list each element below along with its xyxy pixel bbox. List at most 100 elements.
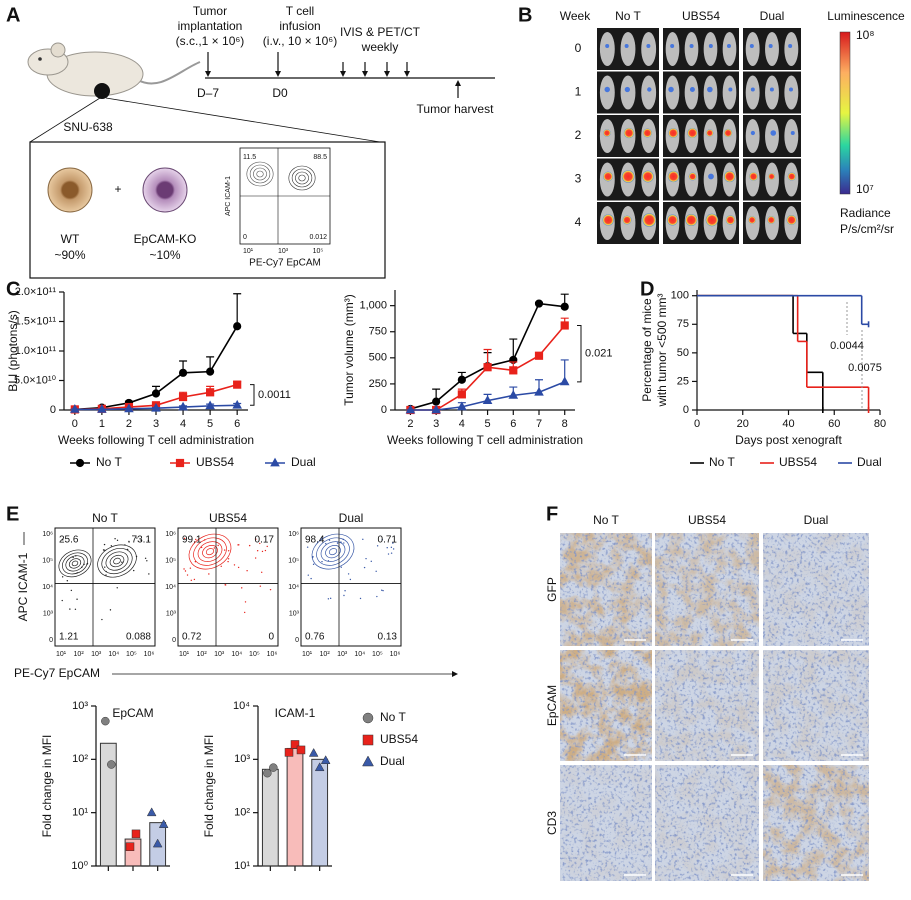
cell-line-label: SNU-638 — [63, 120, 113, 134]
flow-contour — [97, 544, 137, 578]
bioluminescence — [670, 44, 675, 48]
flow-event — [105, 574, 107, 576]
y-tick-label: 1.5×10¹¹ — [15, 315, 57, 327]
x-axis-label: Days post xenograft — [735, 433, 842, 447]
flow-contour — [205, 548, 215, 556]
flow-event — [86, 562, 89, 565]
flow-event — [381, 539, 384, 541]
flow-event — [327, 598, 330, 600]
cell-box — [29, 141, 386, 279]
x-tick-label: 6 — [234, 418, 240, 430]
y-tick-label: 1.0×10¹¹ — [15, 345, 57, 357]
x-tick-label: 5 — [207, 418, 213, 430]
colorbar-unit: P/s/cm²/sr — [840, 222, 894, 236]
panel-label: C — [6, 278, 20, 300]
flow-event — [266, 545, 268, 548]
y-tick-label: 0 — [381, 404, 387, 416]
flow-event — [224, 584, 226, 586]
bioluminescence — [621, 170, 635, 183]
x-tick-label: 3 — [153, 418, 159, 430]
mouse-photo — [765, 32, 779, 66]
x-axis-label: Weeks following T cell administration — [387, 433, 583, 447]
tick-label: 0 — [49, 637, 53, 644]
chart-title: EpCAM — [112, 706, 153, 720]
panel-label: A — [6, 4, 20, 26]
quadrant-value: 0 — [268, 632, 274, 643]
mouse-photo — [722, 75, 737, 110]
x-tick-label: 6 — [510, 418, 516, 430]
flow-event — [376, 595, 378, 598]
x-tick-label: 7 — [536, 418, 542, 430]
bioluminescence — [668, 128, 679, 138]
flow-contour — [58, 549, 92, 578]
tick-label: 10⁴ — [165, 584, 176, 591]
tick-label: 10⁵ — [288, 557, 299, 564]
tick-label: 0 — [295, 637, 299, 644]
arrow-head — [455, 80, 461, 86]
ihc-row-label: EpCAM — [545, 685, 559, 726]
bioluminescence — [725, 215, 736, 225]
tick-label: 10¹ — [243, 248, 254, 255]
flow-contour — [101, 548, 133, 575]
flow-event — [269, 588, 272, 591]
x-tick-label: 3 — [433, 418, 439, 430]
tick-label: 10⁶ — [390, 651, 401, 658]
ihc-nuclei — [560, 765, 652, 881]
bioluminescence — [726, 44, 731, 48]
timeline-label: weekly — [361, 40, 399, 54]
flow-event — [128, 540, 130, 543]
flow-contour — [71, 560, 79, 567]
zoom-line — [105, 97, 381, 143]
tick-label: 10⁵ — [372, 651, 383, 658]
timeline-label: Tumor harvest — [417, 102, 495, 116]
flow-frame — [177, 527, 279, 647]
flow-event — [306, 546, 309, 548]
tick-label: 10⁴ — [354, 651, 365, 658]
axis-label: APC ICAM-1 — [16, 552, 30, 621]
cell-label: ~90% — [54, 248, 85, 262]
flow-contour — [61, 552, 89, 575]
flow-event — [390, 552, 393, 554]
bioluminescence — [642, 213, 657, 227]
flow-event — [101, 618, 103, 621]
quadrant-value: 0.012 — [309, 234, 327, 241]
data-point — [178, 401, 188, 411]
group-header: No T — [615, 9, 641, 23]
flow-event — [200, 546, 203, 549]
arrow-head — [452, 671, 458, 677]
ihc-nuclei — [560, 533, 652, 646]
tick-label: 10¹ — [302, 651, 313, 658]
flow-event — [76, 598, 78, 600]
timeline-label: T cell — [286, 4, 314, 18]
legend-marker — [270, 457, 280, 467]
flow-contour — [202, 545, 218, 559]
data-point — [146, 807, 157, 817]
flow-event — [340, 541, 342, 543]
data-point — [206, 367, 215, 376]
quadrant-value: 0.72 — [182, 632, 202, 643]
mouse-photo — [620, 32, 636, 66]
tick-label: 0 — [172, 637, 176, 644]
ihc-row-label: CD3 — [545, 811, 559, 835]
bioluminescence — [687, 127, 698, 139]
flow-event — [343, 594, 345, 597]
bioluminescence — [768, 44, 773, 48]
data-point — [508, 390, 519, 399]
tick-label: 10⁵ — [165, 557, 176, 564]
data-point — [107, 760, 116, 769]
flow-event — [183, 568, 185, 570]
tick-label: 10⁶ — [288, 531, 299, 538]
flow-event — [307, 574, 309, 576]
y-axis-label: Fold change in MFI — [202, 735, 216, 838]
flow-contour — [188, 533, 232, 570]
arrow-head — [404, 71, 410, 77]
data-point — [125, 842, 135, 851]
tick-label: 10⁵ — [42, 557, 53, 564]
y-tick-label: 10³ — [234, 753, 250, 765]
bioluminescence — [603, 129, 611, 137]
flow-event — [147, 540, 150, 542]
week-label: 3 — [575, 172, 582, 186]
mouse-photo — [684, 32, 699, 66]
flow-event — [74, 608, 77, 610]
data-point — [405, 404, 416, 414]
